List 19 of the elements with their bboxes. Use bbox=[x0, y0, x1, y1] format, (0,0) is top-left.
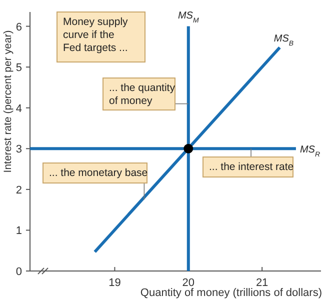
series-label: MS$_{M}$ bbox=[178, 10, 199, 24]
annotation: ... the interest rate bbox=[209, 161, 294, 173]
x-tick-label: 19 bbox=[108, 277, 121, 289]
x-tick-label: 20 bbox=[182, 277, 195, 289]
y-axis-title: Interest rate (percent per year) bbox=[2, 30, 14, 173]
y-tick-label: 0 bbox=[16, 266, 22, 278]
y-tick-label: 2 bbox=[16, 184, 22, 196]
annotation: ... the quantity of money bbox=[109, 82, 176, 107]
series-label: MS$_{R}$ bbox=[300, 144, 320, 158]
annotation: Money supply curve if the Fed targets ... bbox=[63, 16, 129, 54]
y-tick-label: 3 bbox=[16, 144, 22, 156]
series-label: MS$_{B}$ bbox=[274, 33, 294, 47]
x-tick-label: 21 bbox=[256, 277, 268, 289]
x-axis-title: Quantity of money (trillions of dollars) bbox=[140, 287, 322, 299]
annotation: ... the monetary base bbox=[49, 167, 148, 179]
y-tick-label: 1 bbox=[16, 225, 22, 238]
y-tick-label: 5 bbox=[16, 62, 22, 74]
y-tick-label: 6 bbox=[16, 21, 22, 34]
y-tick-label: 4 bbox=[16, 102, 22, 115]
